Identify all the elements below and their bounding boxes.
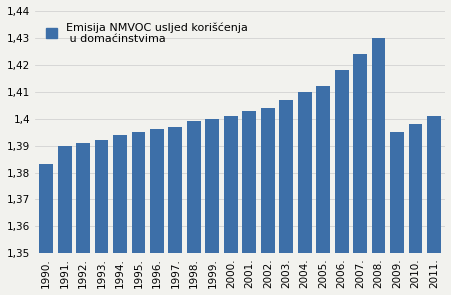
Bar <box>168 127 182 295</box>
Bar <box>150 130 164 295</box>
Bar <box>426 116 440 295</box>
Bar <box>113 135 127 295</box>
Bar <box>223 116 237 295</box>
Bar <box>94 140 108 295</box>
Bar <box>260 108 274 295</box>
Bar <box>352 54 366 295</box>
Bar <box>316 86 329 295</box>
Bar <box>408 124 422 295</box>
Bar <box>389 132 403 295</box>
Bar <box>242 111 256 295</box>
Bar <box>205 119 219 295</box>
Bar <box>39 164 53 295</box>
Bar <box>334 70 348 295</box>
Bar <box>131 132 145 295</box>
Bar <box>297 92 311 295</box>
Bar <box>76 143 90 295</box>
Bar <box>58 146 71 295</box>
Bar <box>279 100 293 295</box>
Bar <box>187 121 200 295</box>
Legend: Emisija NMVOC usljed korišćenja
 u domaćinstvima: Emisija NMVOC usljed korišćenja u domaći… <box>41 17 253 50</box>
Bar <box>371 38 385 295</box>
